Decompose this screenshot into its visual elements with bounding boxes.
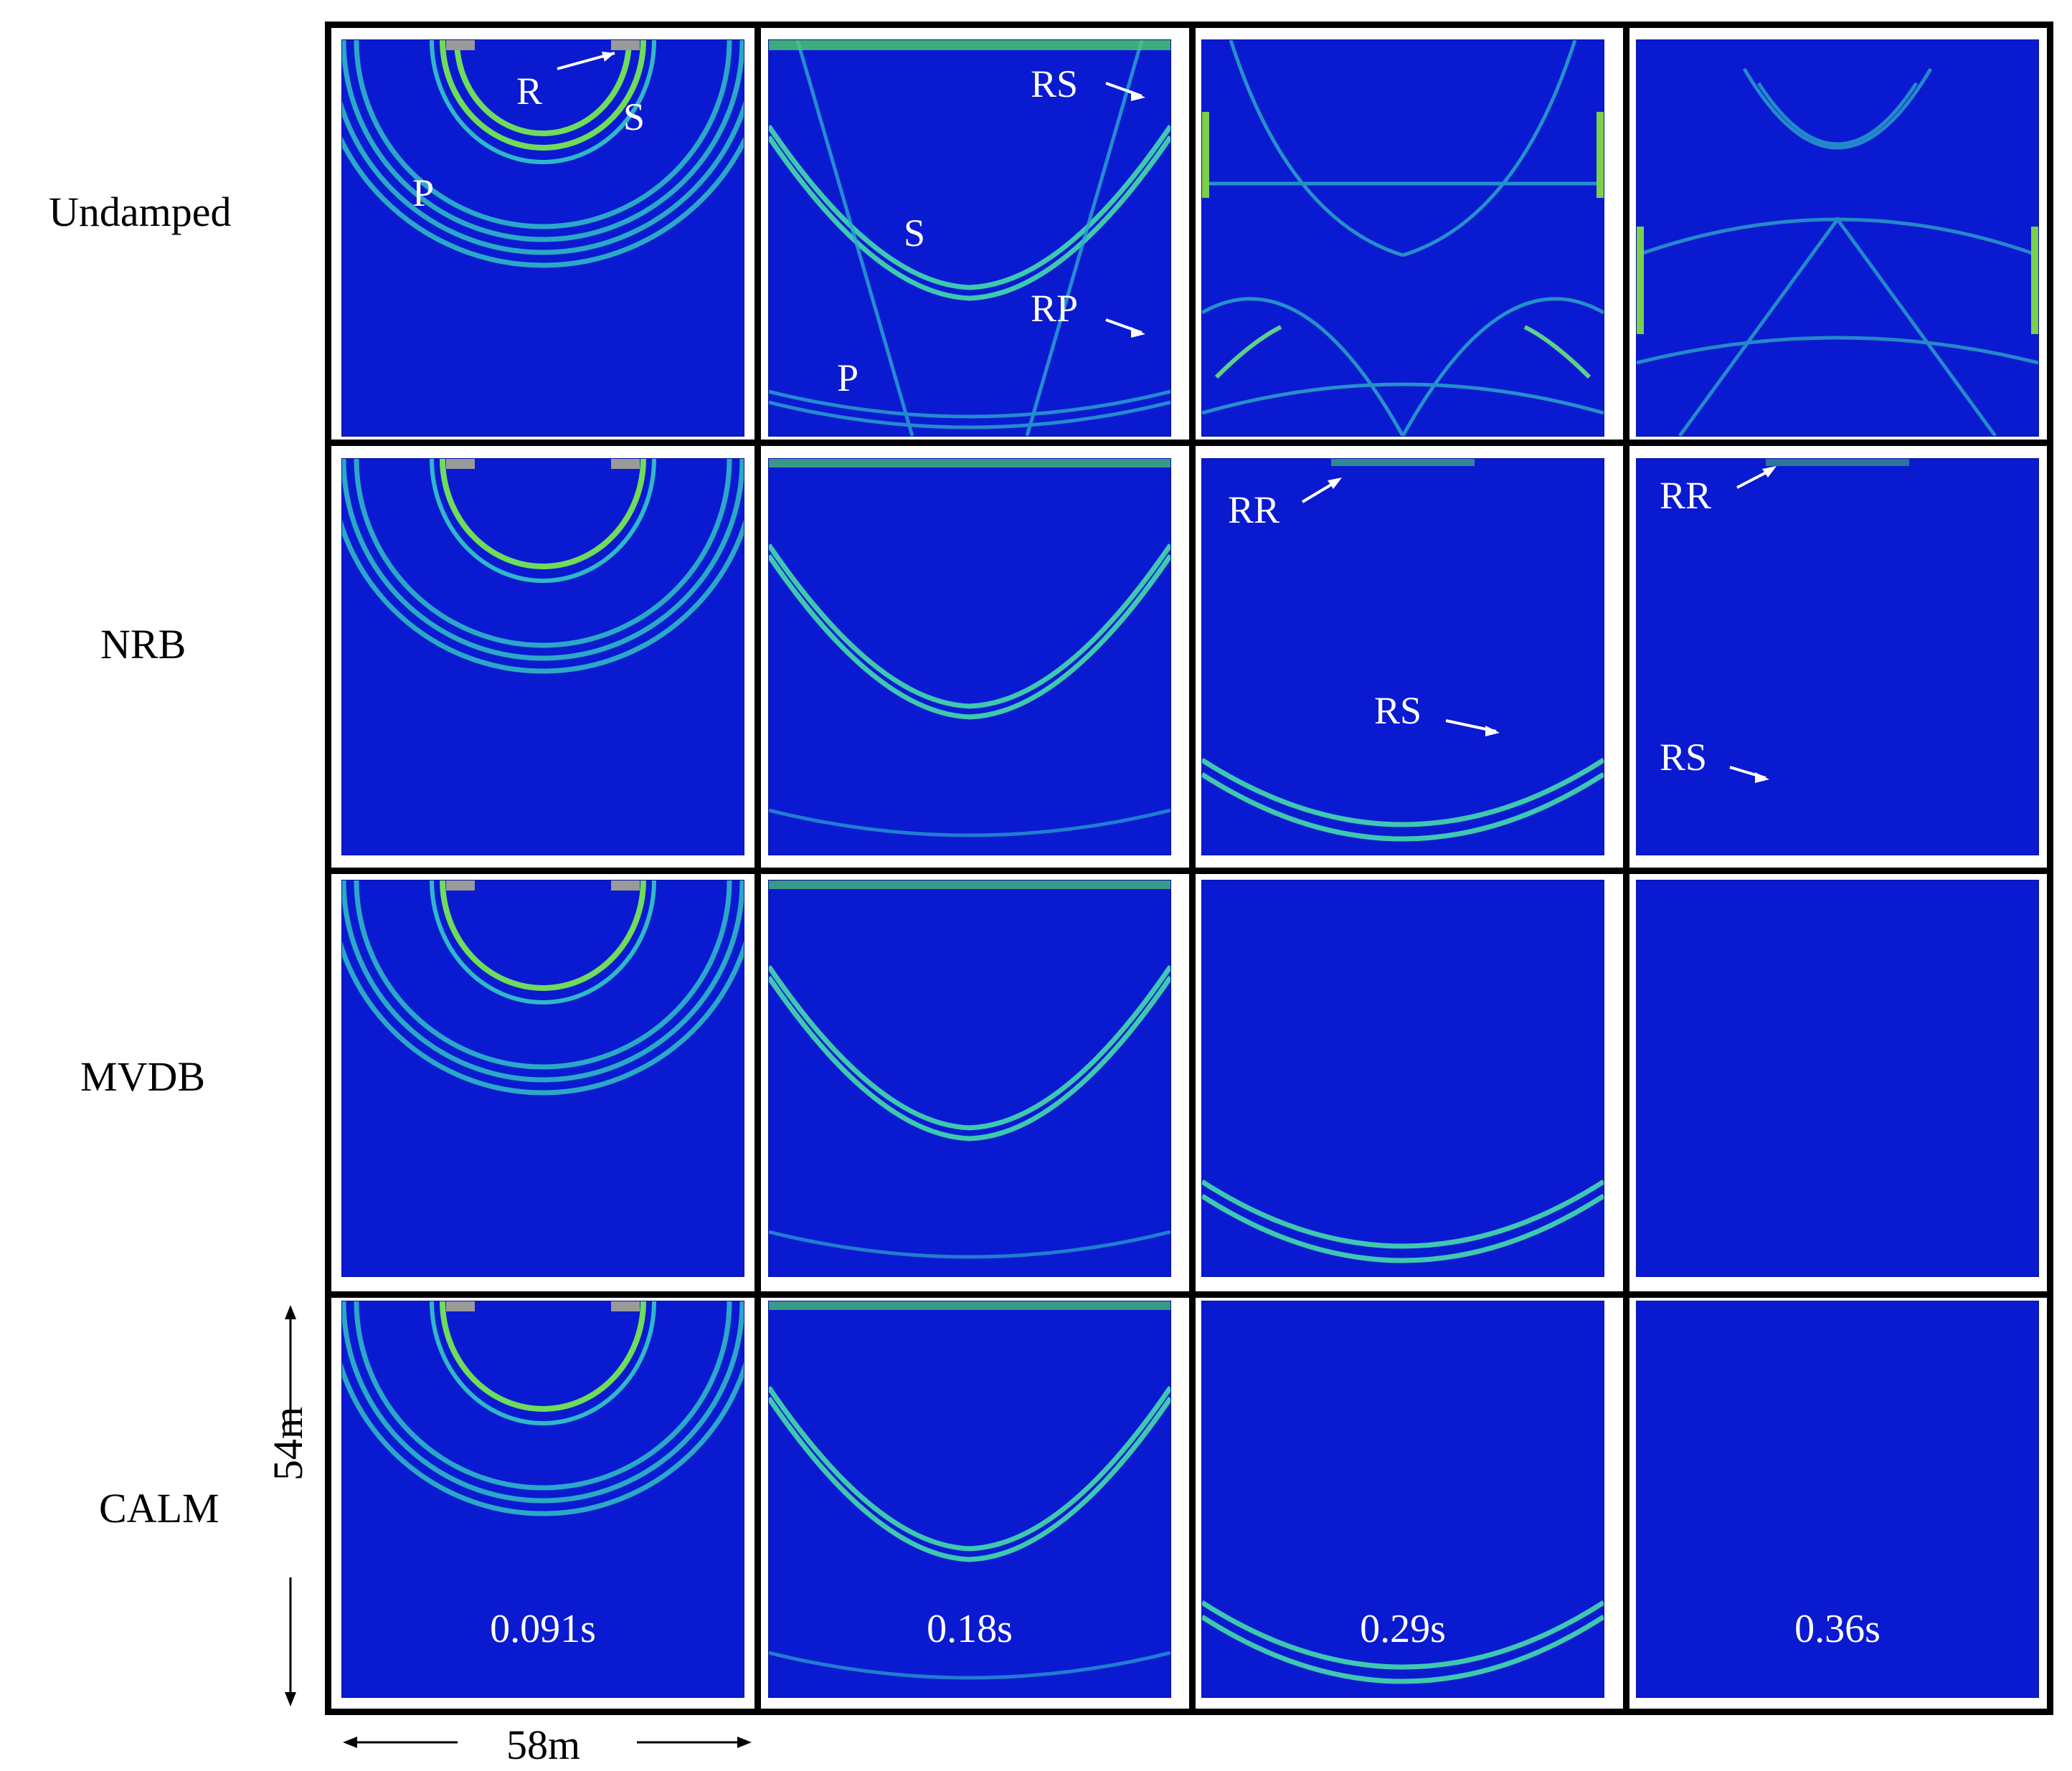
- width-scale-label: 58m: [506, 1722, 581, 1768]
- panel-nrb-t1: [342, 459, 744, 855]
- time-label-4: 0.36s: [1794, 1607, 1881, 1651]
- row-label-calm: CALM: [99, 1485, 219, 1532]
- panel-nrb-t3: RR RS: [1202, 459, 1604, 855]
- time-label-3: 0.29s: [1360, 1607, 1446, 1651]
- panel-nrb-t4: RR RS: [1637, 459, 2038, 855]
- label-P: P: [837, 356, 859, 399]
- row-label-nrb: NRB: [100, 621, 186, 668]
- label-RR: RR: [1660, 474, 1712, 517]
- label-S: S: [623, 95, 645, 138]
- panel-calm-t4: 0.36s: [1637, 1301, 2038, 1697]
- panel-undamped-t4: [1637, 40, 2038, 436]
- label-RR: RR: [1228, 488, 1280, 531]
- height-scale-label: 54m: [265, 1406, 311, 1481]
- height-scale-arrow: [285, 1305, 296, 1706]
- panel-undamped-t3: [1202, 40, 1604, 436]
- label-RS: RS: [1660, 736, 1708, 779]
- panel-mvdb-t1: [342, 880, 744, 1276]
- row-label-undamped: Undamped: [49, 189, 232, 235]
- width-scale-arrow: [343, 1737, 752, 1748]
- label-S: S: [904, 212, 926, 255]
- label-RP: RP: [1031, 287, 1079, 330]
- label-RS: RS: [1031, 62, 1079, 105]
- row-label-mvdb: MVDB: [80, 1053, 206, 1100]
- panel-mvdb-t3: [1202, 880, 1604, 1276]
- time-label-2: 0.18s: [927, 1607, 1013, 1651]
- label-R: R: [516, 70, 543, 113]
- panel-grid: [325, 22, 2053, 1715]
- panel-nrb-t2: [769, 459, 1170, 855]
- panel-calm-t1: 0.091s: [342, 1301, 744, 1697]
- panel-mvdb-t4: [1637, 880, 2038, 1276]
- panel-mvdb-t2: [769, 880, 1170, 1276]
- label-P: P: [412, 171, 435, 214]
- panel-calm-t3: 0.29s: [1202, 1301, 1604, 1697]
- panel-undamped-t2: RS S RP P: [769, 40, 1170, 436]
- label-RS: RS: [1374, 689, 1422, 732]
- panel-undamped-t1: R S P: [342, 40, 744, 436]
- time-label-1: 0.091s: [490, 1607, 596, 1651]
- panel-calm-t2: 0.18s: [769, 1301, 1170, 1697]
